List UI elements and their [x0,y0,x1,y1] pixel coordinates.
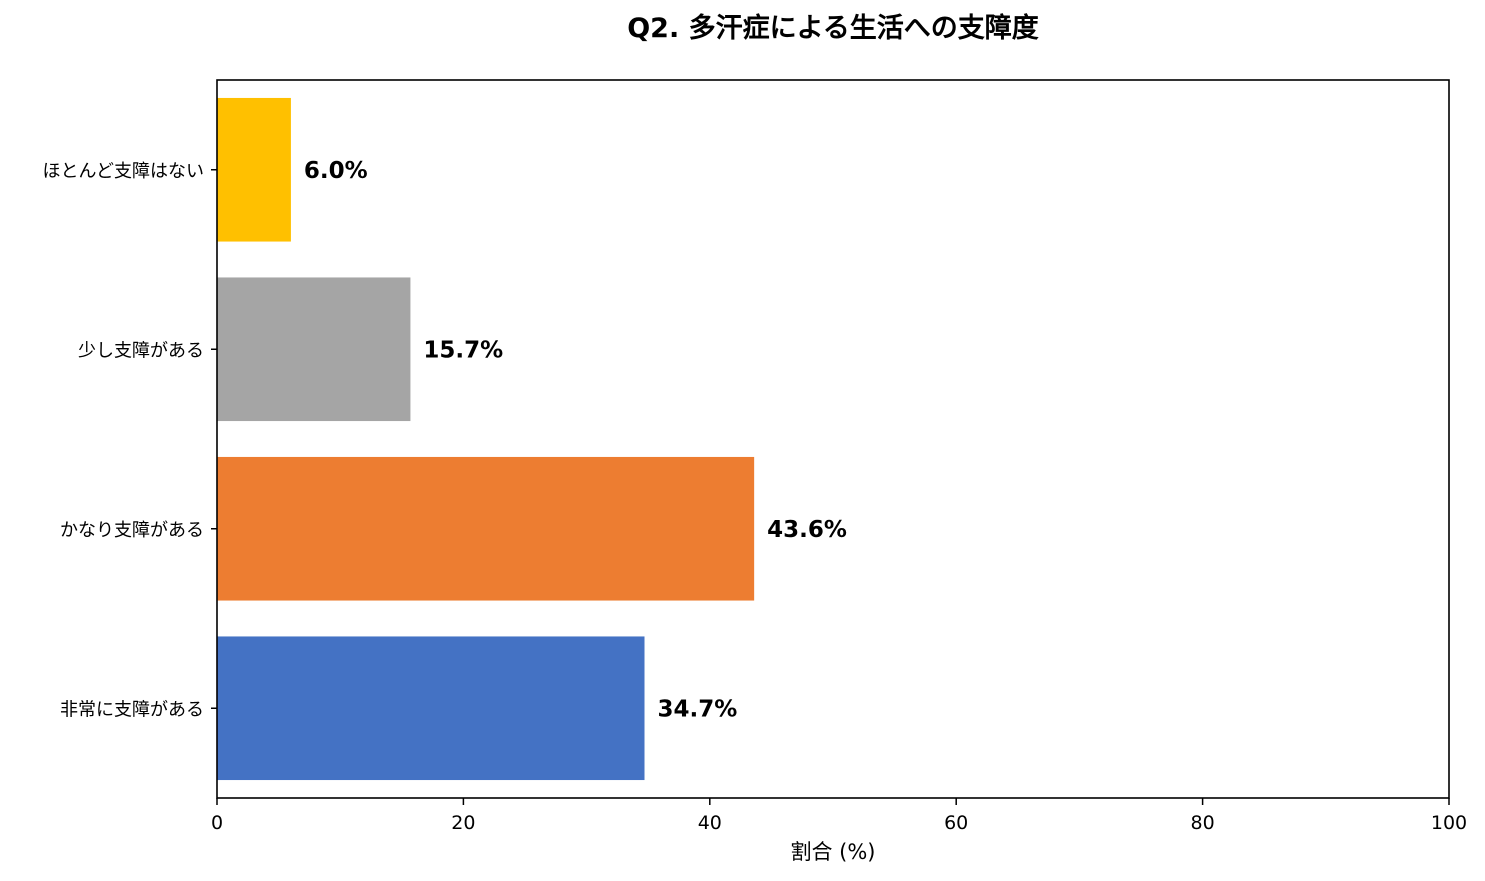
bar-4 [217,636,645,781]
bars-group [217,97,755,781]
bar-3 [217,456,755,601]
x-tick-label-1: 0 [211,812,223,834]
data-label-1: 6.0% [304,158,368,184]
x-axis: 0 20 40 60 80 100 [211,798,1467,834]
data-label-4: 34.7% [658,696,738,722]
x-tick-label-2: 20 [451,812,475,834]
y-tick-label-3: かなり支障がある [60,520,204,541]
y-tick-label-1: ほとんど支障はない [43,161,204,182]
data-labels-group: 6.0% 15.7% 43.6% 34.7% [304,158,847,723]
chart-title: Q2. 多汗症による生活への支障度 [627,12,1039,44]
x-tick-label-6: 100 [1431,812,1467,834]
x-tick-label-5: 80 [1191,812,1215,834]
plot-frame [216,79,1450,799]
x-axis-label: 割合 (%) [790,840,875,864]
bar-1 [217,97,291,242]
y-tick-label-4: 非常に支障がある [60,699,204,720]
y-tick-label-2: 少し支障がある [78,340,204,361]
x-tick-label-3: 40 [698,812,722,834]
data-label-3: 43.6% [767,517,847,543]
bar-2 [217,277,411,422]
data-label-2: 15.7% [423,337,503,363]
x-tick-label-4: 60 [944,812,968,834]
